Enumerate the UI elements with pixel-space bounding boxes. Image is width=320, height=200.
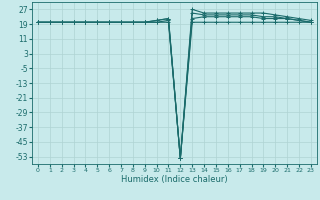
X-axis label: Humidex (Indice chaleur): Humidex (Indice chaleur) — [121, 175, 228, 184]
